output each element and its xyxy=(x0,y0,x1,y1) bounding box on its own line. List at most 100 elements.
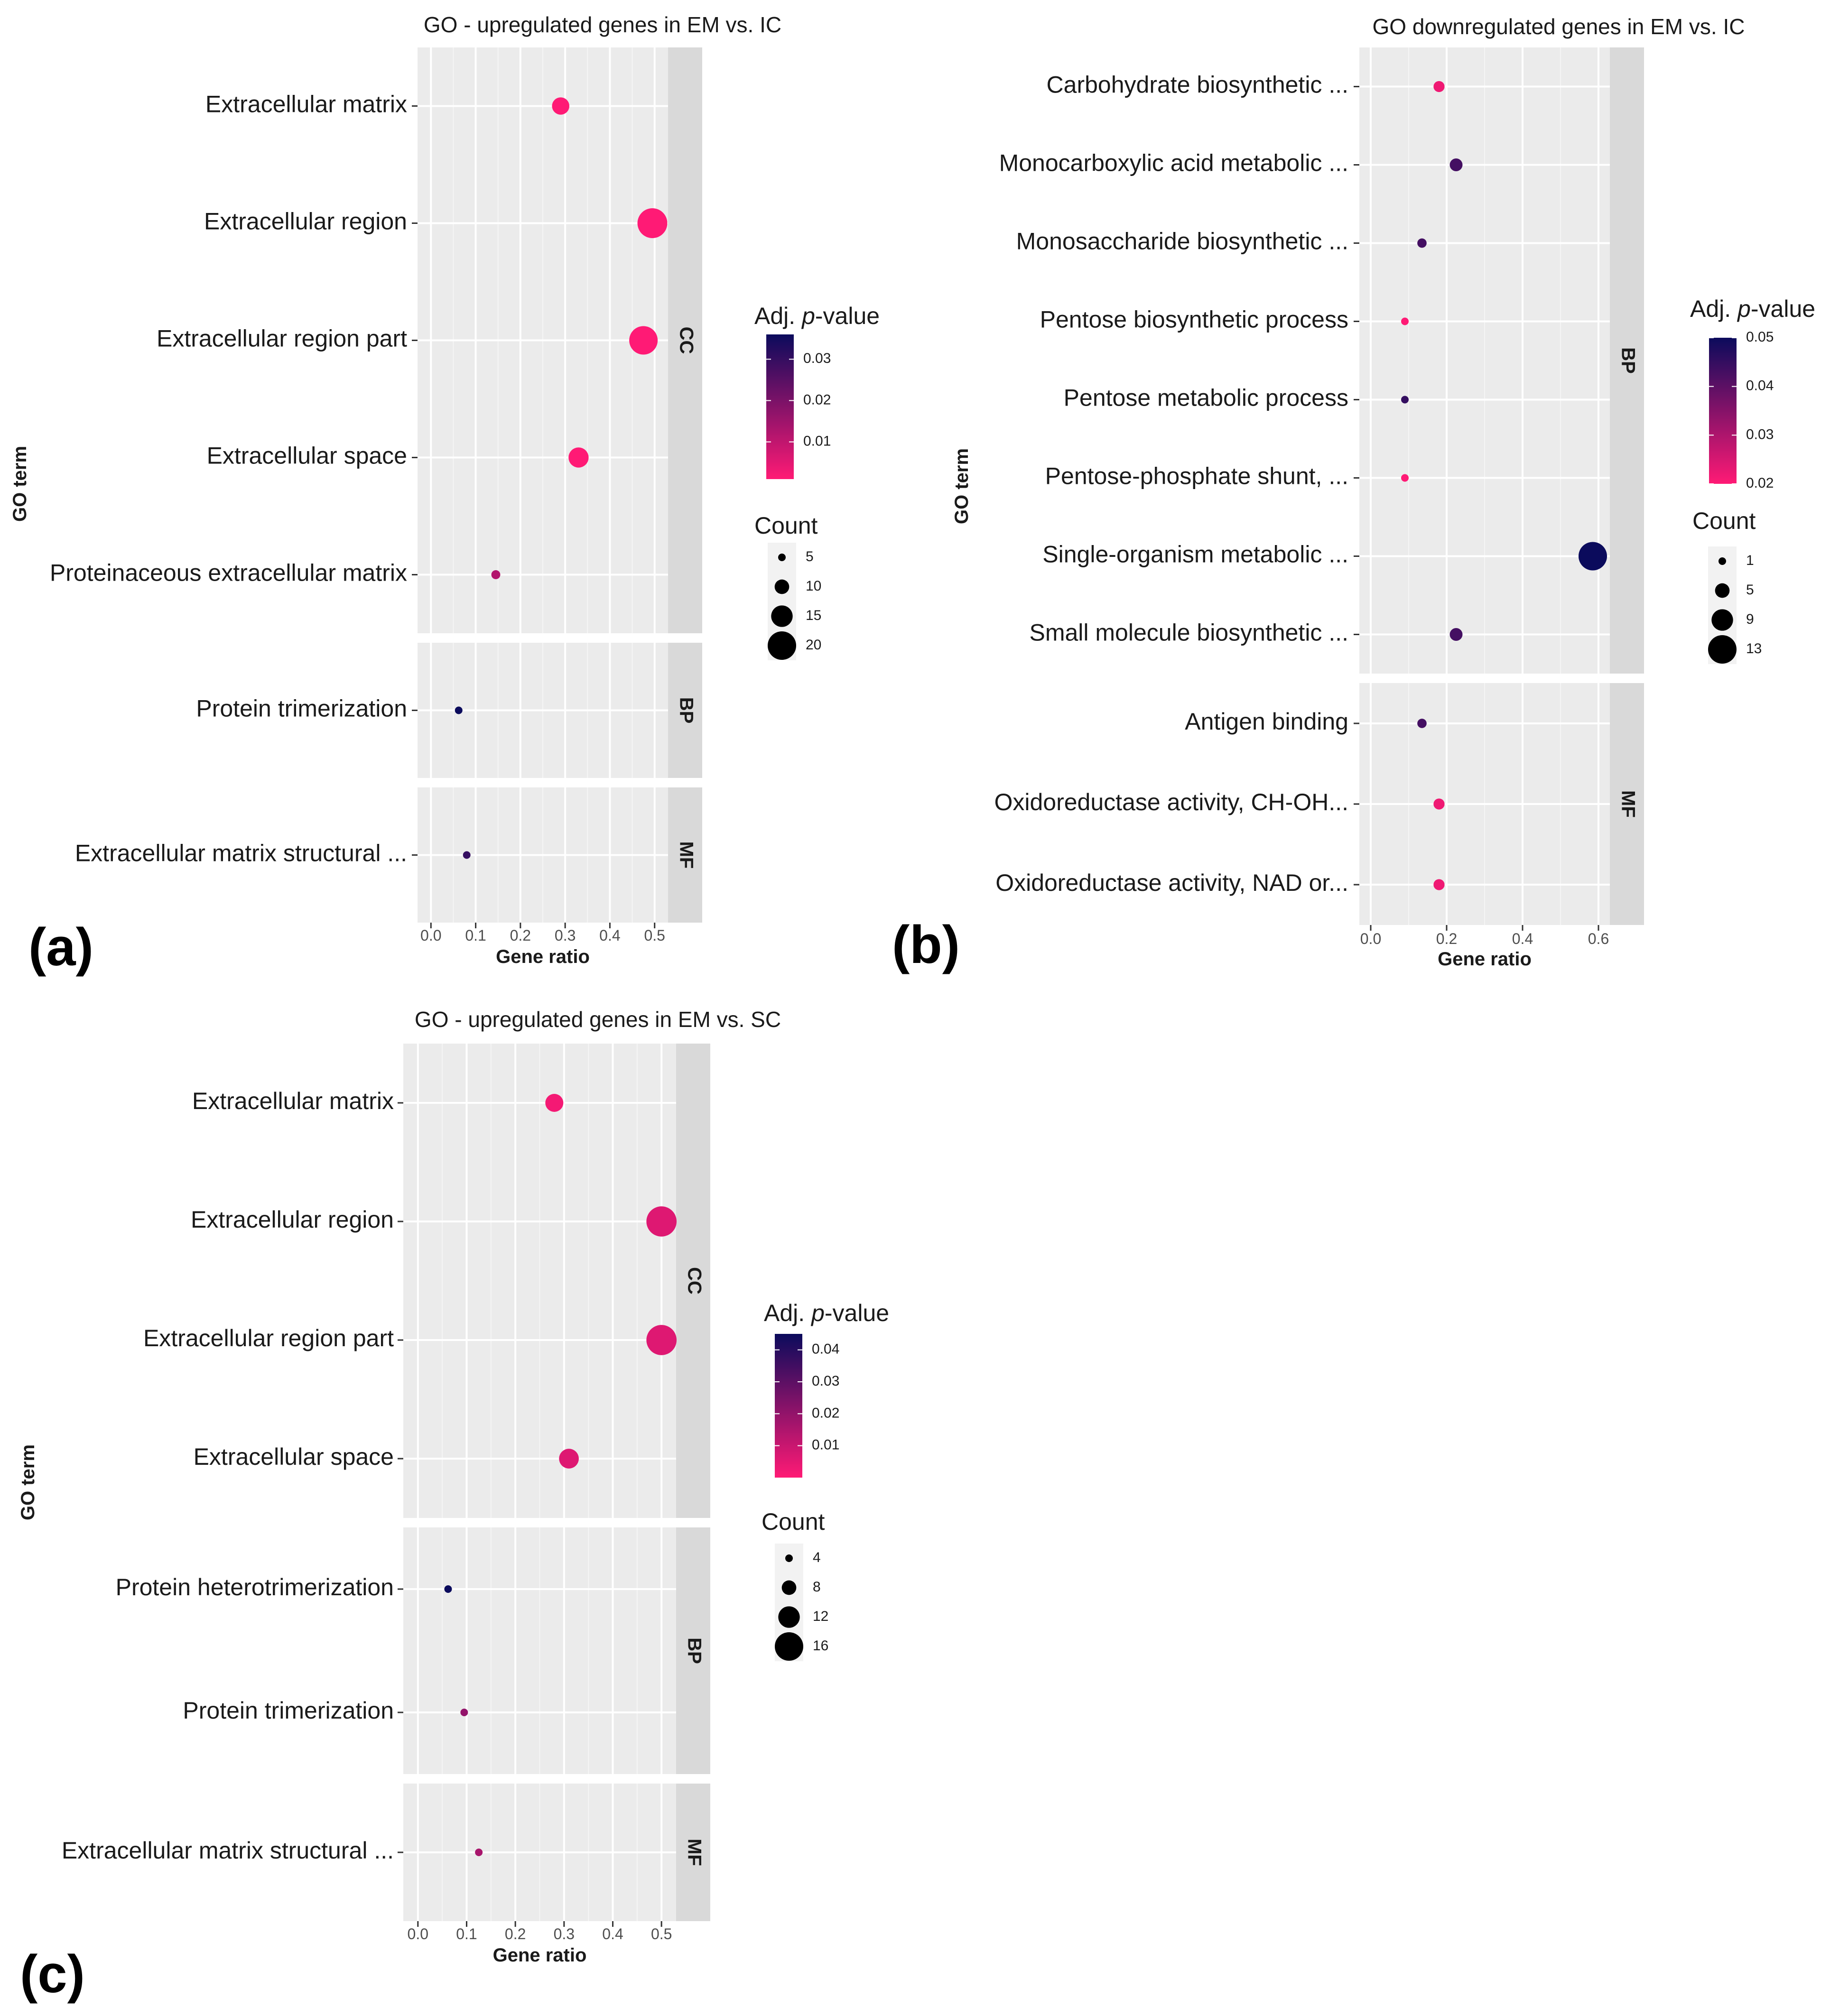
color-legend-label: 0.03 xyxy=(803,351,831,366)
data-point xyxy=(545,1094,564,1112)
x-tick-label: 0.0 xyxy=(420,927,441,944)
facet-strip-label: MF xyxy=(684,1839,705,1866)
go-term-label: Protein heterotrimerization xyxy=(116,1574,394,1600)
panel-title: GO - upregulated genes in EM vs. IC xyxy=(424,12,781,37)
data-point xyxy=(646,1206,677,1237)
x-tick-label: 0.2 xyxy=(505,1925,526,1942)
data-point xyxy=(1417,238,1427,248)
go-term-label: Oxidoreductase activity, CH-OH... xyxy=(994,789,1348,815)
go-term-label: Pentose-phosphate shunt, ... xyxy=(1045,463,1348,490)
count-legend-dot xyxy=(774,579,790,594)
data-point xyxy=(1401,474,1409,482)
count-legend-label: 5 xyxy=(806,549,814,564)
data-point xyxy=(1417,719,1427,728)
count-legend-label: 15 xyxy=(806,608,821,623)
data-point xyxy=(559,1449,579,1469)
count-legend-label: 16 xyxy=(813,1638,828,1654)
count-legend-label: 5 xyxy=(1746,582,1754,598)
panel-letter-b: (b) xyxy=(892,915,960,974)
go-term-label: Extracellular region part xyxy=(157,325,407,352)
count-legend-dot xyxy=(775,1632,803,1661)
go-term-label: Small molecule biosynthetic ... xyxy=(1029,620,1348,646)
go-term-label: Extracellular matrix structural ... xyxy=(62,1837,394,1864)
panel-letter-c: (c) xyxy=(20,1944,85,2004)
facet-strip xyxy=(676,1527,710,1774)
facet-strip xyxy=(668,47,702,633)
color-legend-label: 0.02 xyxy=(1746,475,1774,491)
count-legend-label: 12 xyxy=(813,1609,828,1624)
count-legend-label: 10 xyxy=(806,578,821,594)
count-legend-label: 20 xyxy=(806,637,821,653)
go-term-label: Extracellular matrix xyxy=(192,1088,394,1114)
facet-strip-label: CC xyxy=(684,1267,705,1295)
count-legend-dot xyxy=(778,1606,800,1628)
go-term-label: Extracellular region part xyxy=(143,1325,394,1351)
color-legend-label: 0.01 xyxy=(812,1437,839,1453)
color-legend-bar xyxy=(1709,338,1737,484)
x-tick-label: 0.0 xyxy=(408,1925,428,1942)
facet-strip-label: CC xyxy=(676,327,697,354)
count-legend-dot xyxy=(778,554,786,561)
x-tick-label: 0.4 xyxy=(1512,930,1533,947)
facet-strip-label: BP xyxy=(684,1637,705,1664)
x-tick-label: 0.5 xyxy=(651,1925,672,1942)
facet-strip-label: BP xyxy=(676,697,697,724)
count-legend-label: 4 xyxy=(813,1550,821,1565)
count-legend-dot xyxy=(781,1580,797,1595)
color-legend-label: 0.03 xyxy=(812,1373,839,1389)
data-point xyxy=(1579,542,1607,571)
color-legend-title: Adj. p-value xyxy=(764,1300,889,1326)
go-term-label: Extracellular space xyxy=(207,443,407,469)
count-legend-label: 9 xyxy=(1746,611,1754,627)
data-point xyxy=(1449,628,1463,641)
data-point xyxy=(1433,81,1445,92)
panel-title: GO - upregulated genes in EM vs. SC xyxy=(415,1007,781,1032)
x-tick-label: 0.6 xyxy=(1588,930,1609,947)
x-axis-title: Gene ratio xyxy=(493,1945,587,1966)
data-point xyxy=(491,570,501,579)
count-legend-label: 8 xyxy=(813,1579,821,1595)
x-tick-label: 0.4 xyxy=(599,927,620,944)
y-axis-title: GO term xyxy=(9,446,30,522)
data-point xyxy=(629,326,658,355)
facet-strip xyxy=(1610,683,1644,925)
go-term-label: Pentose metabolic process xyxy=(1064,385,1348,411)
color-legend-label: 0.01 xyxy=(803,433,831,449)
count-legend-title: Count xyxy=(754,512,818,539)
color-legend-label: 0.04 xyxy=(812,1341,839,1357)
x-axis-title: Gene ratio xyxy=(496,946,590,967)
go-term-label: Extracellular space xyxy=(194,1443,394,1470)
x-tick-label: 0.5 xyxy=(644,927,665,944)
x-tick-label: 0.3 xyxy=(555,927,576,944)
go-term-label: Monocarboxylic acid metabolic ... xyxy=(999,150,1348,176)
facet-strip-label: MF xyxy=(1617,790,1638,818)
count-legend-dot xyxy=(768,631,796,660)
x-tick-label: 0.0 xyxy=(1360,930,1381,947)
color-legend-label: 0.04 xyxy=(1746,378,1774,394)
data-point xyxy=(475,1849,483,1856)
x-tick-label: 0.1 xyxy=(465,927,486,944)
color-legend-label: 0.02 xyxy=(803,392,831,407)
panel-title: GO downregulated genes in EM vs. IC xyxy=(1373,14,1745,39)
go-term-label: Antigen binding xyxy=(1185,708,1348,735)
facet-strip xyxy=(668,643,702,778)
facet-strip xyxy=(676,1044,710,1518)
go-term-label: Monosaccharide biosynthetic ... xyxy=(1016,228,1348,255)
count-legend-label: 1 xyxy=(1746,553,1754,568)
count-legend-label: 13 xyxy=(1746,641,1762,657)
go-term-label: Carbohydrate biosynthetic ... xyxy=(1047,72,1348,98)
color-legend-bar xyxy=(775,1334,802,1478)
go-term-label: Single-organism metabolic ... xyxy=(1042,541,1348,568)
data-point xyxy=(646,1325,677,1355)
data-point xyxy=(1449,158,1463,171)
y-axis-title: GO term xyxy=(951,448,972,524)
go-term-label: Protein trimerization xyxy=(196,695,407,722)
count-legend-dot xyxy=(785,1554,793,1562)
go-term-label: Extracellular region xyxy=(191,1206,394,1233)
go-term-label: Pentose biosynthetic process xyxy=(1040,306,1348,333)
go-term-label: Protein trimerization xyxy=(183,1697,394,1724)
x-tick-label: 0.2 xyxy=(510,927,531,944)
data-point xyxy=(1433,879,1445,890)
count-legend-title: Count xyxy=(1692,508,1756,534)
